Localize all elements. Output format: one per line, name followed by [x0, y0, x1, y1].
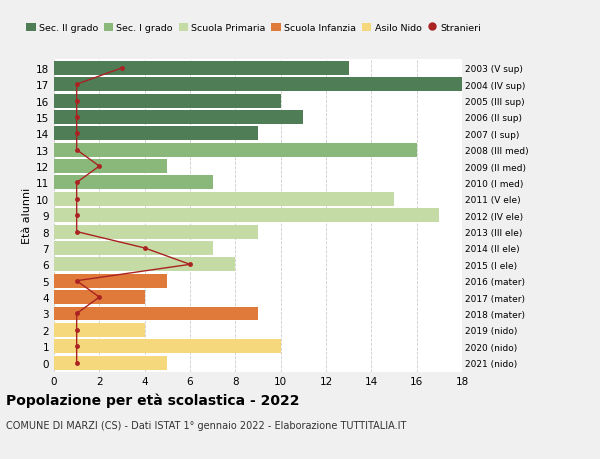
Text: Popolazione per età scolastica - 2022: Popolazione per età scolastica - 2022: [6, 392, 299, 407]
Bar: [54, 307, 258, 321]
Bar: [54, 127, 258, 141]
Bar: [54, 143, 416, 157]
Legend: Sec. II grado, Sec. I grado, Scuola Primaria, Scuola Infanzia, Asilo Nido, Stran: Sec. II grado, Sec. I grado, Scuola Prim…: [26, 24, 481, 33]
Bar: [54, 323, 145, 337]
Bar: [54, 241, 212, 255]
Bar: [54, 291, 145, 304]
Bar: [54, 62, 349, 76]
Bar: [54, 111, 304, 125]
Y-axis label: Età alunni: Età alunni: [22, 188, 32, 244]
Bar: [54, 176, 212, 190]
Text: COMUNE DI MARZI (CS) - Dati ISTAT 1° gennaio 2022 - Elaborazione TUTTITALIA.IT: COMUNE DI MARZI (CS) - Dati ISTAT 1° gen…: [6, 420, 406, 430]
Bar: [54, 356, 167, 370]
Bar: [54, 225, 258, 239]
Bar: [54, 95, 281, 108]
Bar: [54, 209, 439, 223]
Bar: [54, 340, 281, 353]
Bar: [54, 78, 462, 92]
Bar: [54, 160, 167, 174]
Bar: [54, 258, 235, 272]
Bar: [54, 274, 167, 288]
Bar: [54, 192, 394, 207]
